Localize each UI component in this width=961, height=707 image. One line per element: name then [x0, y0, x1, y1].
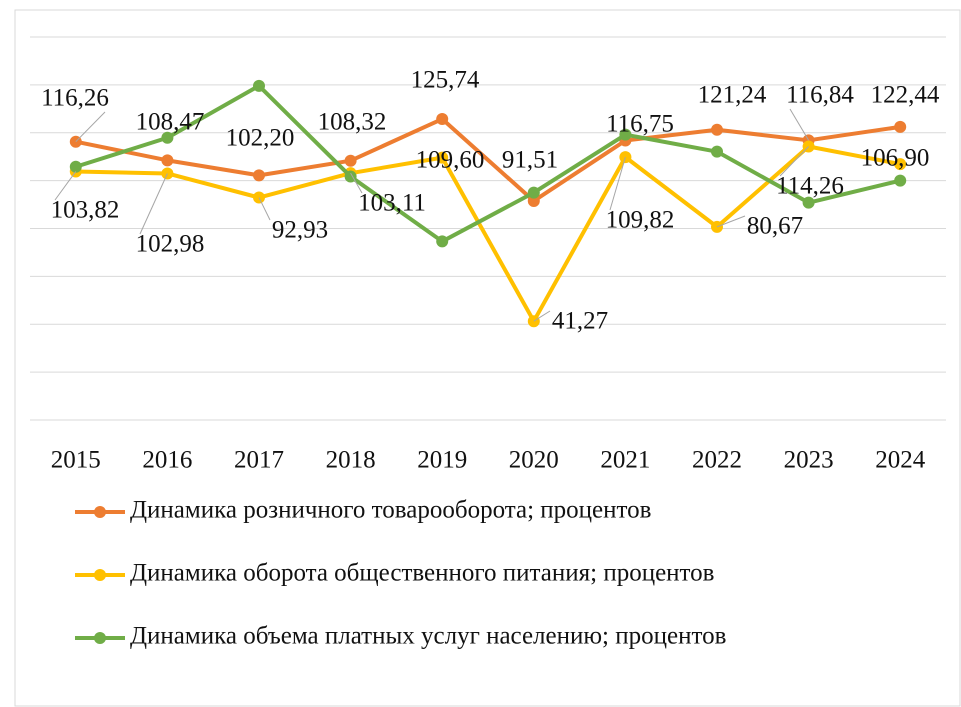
legend-label: Динамика розничного товарооборота; проце… [130, 497, 651, 524]
legend-marker [94, 569, 106, 581]
x-tick-label: 2017 [234, 447, 284, 474]
x-tick-label: 2015 [51, 447, 101, 474]
marker [253, 169, 265, 182]
x-tick-label: 2024 [875, 447, 926, 474]
marker [802, 196, 815, 209]
marker [527, 186, 540, 199]
marker [619, 128, 632, 141]
data-label: 116,75 [606, 111, 674, 138]
data-label: 80,67 [747, 213, 803, 240]
legend-marker [94, 506, 106, 518]
marker [894, 158, 907, 171]
marker [436, 113, 449, 126]
data-label: 41,27 [552, 308, 608, 335]
data-label: 108,47 [136, 109, 205, 136]
data-label: 102,20 [226, 125, 295, 152]
leader-line [139, 173, 168, 235]
line [75, 83, 901, 244]
marker [161, 131, 174, 144]
marker [69, 160, 82, 173]
data-label: 109,82 [606, 207, 675, 234]
leader-line [533, 310, 551, 322]
data-label: 121,24 [698, 82, 767, 109]
data-label: 116,84 [786, 82, 854, 109]
leader-line [54, 171, 77, 201]
data-label: 103,11 [358, 190, 426, 217]
marker [894, 120, 907, 133]
data-label: 109,60 [416, 147, 485, 174]
data-label: 92,93 [272, 217, 328, 244]
data-label: 114,26 [776, 173, 844, 200]
data-label: 102,98 [136, 231, 205, 258]
x-tick-label: 2020 [509, 447, 559, 474]
data-label: 122,44 [871, 82, 940, 109]
marker [711, 123, 723, 136]
data-label: 108,32 [318, 109, 387, 136]
x-tick-label: 2016 [142, 447, 192, 474]
chart-border [14, 9, 961, 707]
data-label: 106,90 [861, 145, 930, 172]
legend-label: Динамика объема платных услуг населению;… [130, 623, 726, 650]
marker [894, 174, 907, 187]
legend-label: Динамика оборота общественного питания; … [130, 560, 714, 587]
data-label: 125,74 [411, 67, 480, 94]
marker [161, 154, 174, 167]
x-tick-label: 2021 [600, 447, 650, 474]
line [75, 117, 901, 203]
marker [436, 235, 449, 248]
leader-line [609, 156, 626, 211]
data-label: 91,51 [502, 147, 558, 174]
marker [253, 79, 265, 92]
legend-marker [94, 632, 106, 644]
marker [344, 154, 357, 167]
leader-line [75, 111, 106, 143]
x-tick-label: 2018 [326, 447, 376, 474]
leader-line [716, 215, 746, 228]
line [75, 144, 901, 324]
marker [436, 151, 449, 164]
leader-line [779, 146, 809, 177]
marker [344, 170, 357, 183]
leader-line [789, 108, 810, 141]
marker [527, 194, 540, 207]
x-tick-label: 2022 [692, 447, 742, 474]
leader-line [258, 197, 271, 221]
marker [711, 145, 723, 158]
x-tick-label: 2023 [784, 447, 834, 474]
leader-line [350, 172, 363, 194]
data-label: 103,82 [51, 197, 120, 224]
data-label: 116,26 [41, 85, 109, 112]
x-tick-label: 2019 [417, 447, 467, 474]
